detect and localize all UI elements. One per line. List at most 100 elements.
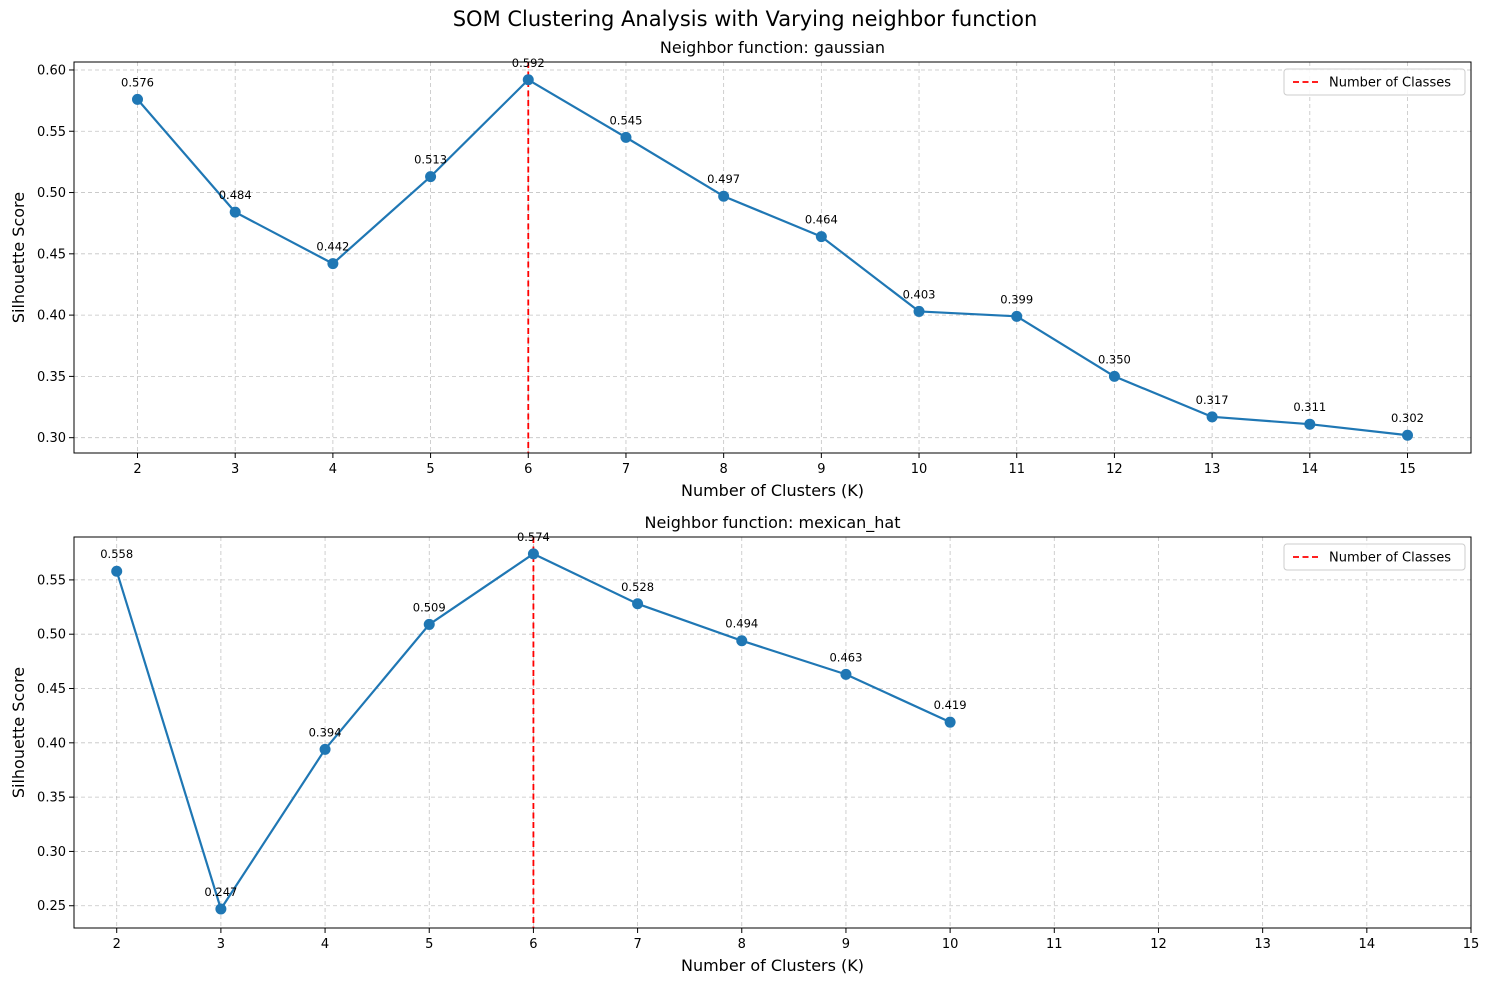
x-axis-label: Number of Clusters (K) xyxy=(681,481,864,500)
x-tick-label: 10 xyxy=(911,462,928,477)
data-point xyxy=(522,74,534,86)
data-label: 0.302 xyxy=(1391,411,1424,425)
y-tick-label: 0.50 xyxy=(37,186,66,201)
panel-title: Neighbor function: mexican_hat xyxy=(644,513,900,533)
legend: Number of Classes xyxy=(1283,543,1466,571)
x-tick-label: 9 xyxy=(842,937,850,952)
data-label: 0.463 xyxy=(829,650,862,664)
data-point xyxy=(132,93,143,105)
data-label: 0.545 xyxy=(609,113,642,127)
y-tick-label: 0.40 xyxy=(37,309,66,324)
x-tick-label: 15 xyxy=(1399,462,1416,477)
x-axis-label: Number of Clusters (K) xyxy=(681,956,864,975)
data-label: 0.484 xyxy=(219,188,252,202)
x-tick-label: 4 xyxy=(321,937,329,952)
data-label: 0.558 xyxy=(100,547,133,561)
y-tick-label: 0.30 xyxy=(37,845,66,860)
data-label: 0.350 xyxy=(1098,352,1131,366)
data-point xyxy=(1206,411,1218,423)
x-tick-label: 12 xyxy=(1106,462,1123,477)
legend-box xyxy=(1283,68,1466,96)
data-point xyxy=(215,903,227,915)
data-point xyxy=(327,258,339,270)
data-label: 0.399 xyxy=(1000,292,1033,306)
data-point xyxy=(840,668,852,680)
data-point xyxy=(1011,310,1023,322)
data-label: 0.513 xyxy=(414,153,447,167)
x-tick-label: 13 xyxy=(1204,462,1221,477)
y-tick-label: 0.40 xyxy=(37,736,66,751)
x-tick-label: 10 xyxy=(942,937,959,952)
data-label: 0.317 xyxy=(1196,393,1229,407)
x-tick-label: 8 xyxy=(738,937,746,952)
x-tick-label: 5 xyxy=(426,462,434,477)
legend-box xyxy=(1283,543,1466,571)
data-label: 0.494 xyxy=(725,617,758,631)
y-axis-label: Silhouette Score xyxy=(9,192,28,323)
y-tick-label: 0.60 xyxy=(37,63,66,78)
x-tick-label: 12 xyxy=(1150,937,1167,952)
x-tick-label: 14 xyxy=(1302,462,1319,477)
x-tick-label: 11 xyxy=(1046,937,1063,952)
x-tick-label: 13 xyxy=(1254,937,1271,952)
x-tick-label: 2 xyxy=(113,937,121,952)
grid xyxy=(74,62,1471,453)
data-point xyxy=(815,231,827,243)
data-point xyxy=(319,743,331,755)
data-label: 0.464 xyxy=(805,213,838,227)
data-point xyxy=(111,565,123,577)
x-tick-label: 8 xyxy=(720,462,728,477)
y-tick-label: 0.35 xyxy=(37,791,66,806)
x-tick-label: 9 xyxy=(817,462,825,477)
x-tick-label: 3 xyxy=(231,462,239,477)
plot-frame xyxy=(73,61,1472,454)
x-tick-label: 2 xyxy=(133,462,141,477)
y-axis-label: Silhouette Score xyxy=(9,667,28,798)
plot-frame xyxy=(73,536,1472,929)
y-tick-label: 0.30 xyxy=(37,431,66,446)
x-tick-label: 6 xyxy=(524,462,532,477)
data-label: 0.442 xyxy=(316,240,349,254)
data-point xyxy=(423,618,435,630)
legend-label: Number of Classes xyxy=(1329,76,1451,91)
data-point xyxy=(1402,429,1413,441)
data-label: 0.247 xyxy=(204,885,237,899)
data-label: 0.497 xyxy=(707,172,740,186)
data-point xyxy=(527,548,539,560)
series-line xyxy=(136,78,1408,437)
data-label: 0.403 xyxy=(903,287,936,301)
data-point xyxy=(1108,370,1120,382)
data-label: 0.576 xyxy=(121,75,154,89)
data-point xyxy=(913,305,925,317)
x-tick-label: 3 xyxy=(217,937,225,952)
legend: Number of Classes xyxy=(1283,68,1466,96)
data-label: 0.528 xyxy=(621,580,654,594)
x-tick-label: 15 xyxy=(1463,937,1480,952)
x-tick-label: 6 xyxy=(529,937,537,952)
y-tick-label: 0.45 xyxy=(37,247,66,262)
legend-label: Number of Classes xyxy=(1329,551,1451,566)
panel-title: Neighbor function: gaussian xyxy=(660,38,885,57)
data-point xyxy=(1304,418,1316,430)
grid xyxy=(74,537,1472,928)
x-tick-label: 7 xyxy=(622,462,630,477)
y-tick-label: 0.55 xyxy=(37,573,66,588)
data-label: 0.509 xyxy=(413,600,446,614)
data-point xyxy=(632,598,644,610)
data-point xyxy=(229,206,241,218)
data-label: 0.311 xyxy=(1293,400,1326,414)
mexican-hat-panel: 2 3 4 5 6 7 8 9 10 11 12 13 14 15 0.25 0.30 0.35 0.40 0.45… xyxy=(9,513,1479,975)
data-point xyxy=(736,635,748,647)
x-tick-label: 4 xyxy=(329,462,337,477)
gaussian-panel: 2 3 4 5 6 7 8 9 10 11 12 13 14 15 0.30 0.35 0.40 0.45 0.50… xyxy=(9,38,1472,500)
y-tick-label: 0.50 xyxy=(37,628,66,643)
data-point xyxy=(620,131,632,143)
y-tick-label: 0.35 xyxy=(37,370,66,385)
data-label: 0.592 xyxy=(512,56,545,70)
x-tick-label: 11 xyxy=(1008,462,1025,477)
data-label: 0.394 xyxy=(309,725,342,739)
y-tick-label: 0.45 xyxy=(37,682,66,697)
x-tick-label: 14 xyxy=(1359,937,1376,952)
figure-title: SOM Clustering Analysis with Varying nei… xyxy=(453,7,1038,31)
